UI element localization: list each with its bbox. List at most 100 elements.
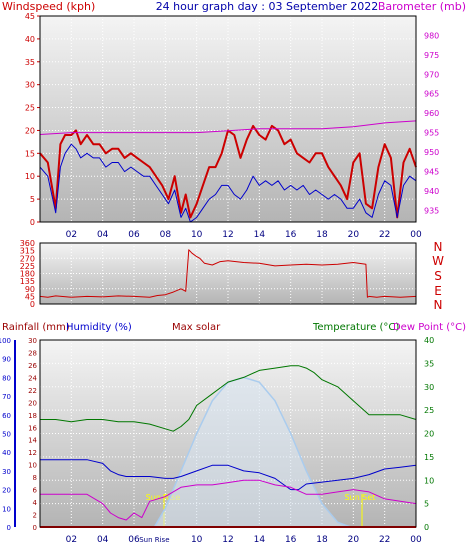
wind-ytick-label-0: 0 bbox=[30, 218, 35, 227]
chart-title: 24 hour graph day : 03 September 2022 bbox=[156, 0, 379, 13]
temperature-ytick-label-1: 5 bbox=[424, 500, 429, 509]
rain-ytick-label-14: 28 bbox=[28, 349, 37, 357]
rain-ytick-label-0: 0 bbox=[33, 524, 37, 532]
grid-lines bbox=[40, 16, 417, 527]
rain-ytick-label-4: 8 bbox=[33, 474, 37, 482]
rain-ytick-label-7: 14 bbox=[28, 437, 37, 445]
thermo-plot-border bbox=[39, 339, 417, 528]
temperature-ytick-label-0: 0 bbox=[424, 523, 429, 532]
wind-xtick-label-6: 14 bbox=[254, 230, 266, 240]
rain-ytick-label-12: 24 bbox=[28, 374, 37, 382]
thermo-xtick-label-4: 10 bbox=[191, 535, 203, 545]
windspeed-axis-label: Windspeed (kph) bbox=[2, 0, 95, 13]
humidity-ytick-label-6: 60 bbox=[2, 412, 11, 420]
rain-ytick-label-10: 20 bbox=[28, 399, 37, 407]
wind-xtick-label-8: 18 bbox=[316, 230, 328, 240]
barometer-ytick-label-8: 975 bbox=[424, 51, 439, 60]
rain-ytick-label-5: 10 bbox=[28, 462, 37, 470]
temperature-ytick-label-3: 15 bbox=[424, 453, 434, 462]
rain-ytick-label-2: 4 bbox=[33, 499, 38, 507]
rain-ytick-label-8: 16 bbox=[28, 424, 37, 432]
barometer-line bbox=[39, 120, 417, 135]
rain-ytick-label-1: 2 bbox=[33, 512, 37, 520]
temperature-ytick-label-7: 35 bbox=[424, 359, 434, 368]
wind-ytick-label-4: 20 bbox=[25, 126, 35, 135]
rain-ytick-label-11: 22 bbox=[28, 387, 37, 395]
barometer-ytick-label-7: 970 bbox=[424, 70, 439, 79]
humidity-ytick-label-3: 30 bbox=[2, 468, 11, 476]
humidity-line bbox=[40, 459, 417, 491]
direction-letter-n-top: N bbox=[434, 240, 443, 254]
rain-ytick-label-6: 12 bbox=[28, 449, 37, 457]
humidity-ytick-label-10: 100 bbox=[0, 337, 11, 345]
humidity-ytick-label-1: 10 bbox=[2, 505, 11, 513]
direction-ytick-label-1: 45 bbox=[25, 292, 35, 301]
direction-ytick-label-3: 135 bbox=[20, 277, 35, 286]
rain-ytick-label-15: 30 bbox=[28, 337, 37, 345]
humidity-ytick-label-0: 0 bbox=[7, 524, 11, 532]
wind-xtick-label-11: 00 bbox=[410, 230, 422, 240]
windspeed-line bbox=[39, 124, 417, 219]
direction-letter-n-bottom: N bbox=[434, 298, 443, 312]
thermo-xtick-label-3: Sun Rise bbox=[139, 536, 169, 544]
wind-xtick-label-3: 08 bbox=[160, 230, 172, 240]
wind-ytick-label-6: 30 bbox=[25, 81, 35, 90]
wind-xtick-label-2: 06 bbox=[128, 230, 140, 240]
temperature-ytick-label-8: 40 bbox=[424, 336, 434, 345]
thermo-xtick-label-11: 00 bbox=[410, 535, 422, 545]
direction-ytick-label-5: 225 bbox=[20, 262, 35, 271]
thermo-xtick-label-1: 04 bbox=[97, 535, 109, 545]
rain-ytick-label-9: 18 bbox=[28, 412, 37, 420]
temperature-ytick-label-5: 25 bbox=[424, 406, 434, 415]
barometer-ytick-label-5: 960 bbox=[424, 109, 439, 118]
direction-letter-e: E bbox=[434, 284, 442, 298]
direction-ytick-label-0: 0 bbox=[30, 300, 35, 309]
humidity-axis-label: Humidity (%) bbox=[66, 322, 132, 333]
rain-ytick-label-13: 26 bbox=[28, 362, 37, 370]
temperature-ytick-label-6: 30 bbox=[424, 383, 434, 392]
thermo-xtick-label-2: 06 bbox=[128, 535, 140, 545]
wind-xtick-label-9: 20 bbox=[348, 230, 360, 240]
wind-ytick-label-7: 35 bbox=[25, 58, 35, 67]
sunset-marker-label: Sun Set bbox=[345, 493, 376, 502]
direction-ytick-label-4: 180 bbox=[20, 270, 35, 279]
temperature-ytick-label-2: 10 bbox=[424, 476, 434, 485]
humidity-ytick-label-9: 90 bbox=[2, 356, 11, 364]
wind-xtick-label-1: 04 bbox=[97, 230, 109, 240]
humidity-ytick-label-4: 40 bbox=[2, 449, 11, 457]
rain-ytick-label-3: 6 bbox=[33, 487, 38, 495]
barometer-ytick-label-9: 980 bbox=[424, 31, 439, 40]
thermo-xtick-label-9: 20 bbox=[348, 535, 360, 545]
wind-direction-line bbox=[39, 249, 417, 298]
wind-ytick-label-3: 15 bbox=[25, 149, 35, 158]
wind-xtick-label-5: 12 bbox=[222, 230, 233, 240]
direction-ytick-label-7: 315 bbox=[20, 247, 35, 256]
wind-ytick-label-8: 40 bbox=[25, 35, 35, 44]
wind-xtick-label-4: 10 bbox=[191, 230, 203, 240]
max-solar-label: Max solar bbox=[172, 322, 221, 333]
humidity-ytick-label-5: 50 bbox=[2, 431, 11, 439]
barometer-ytick-label-4: 955 bbox=[424, 129, 439, 138]
temperature-axis-label: Temperature (°C) bbox=[312, 322, 399, 333]
direction-ytick-label-6: 270 bbox=[20, 254, 35, 263]
thermo-xtick-label-10: 22 bbox=[379, 535, 390, 545]
dewpoint-axis-label: Dew Point (°C) bbox=[393, 322, 466, 333]
thermo-xtick-label-5: 12 bbox=[222, 535, 233, 545]
temperature-line bbox=[40, 365, 417, 432]
thermo-xtick-label-7: 16 bbox=[285, 535, 297, 545]
barometer-ytick-label-1: 940 bbox=[424, 187, 439, 196]
wind-ytick-label-1: 5 bbox=[30, 195, 35, 204]
barometer-ytick-label-6: 965 bbox=[424, 90, 439, 99]
wind-ytick-label-2: 10 bbox=[25, 172, 35, 181]
direction-ytick-label-8: 360 bbox=[20, 239, 35, 248]
barometer-ytick-label-0: 935 bbox=[424, 206, 439, 215]
temperature-ytick-label-4: 20 bbox=[424, 430, 434, 439]
wind-xtick-label-10: 22 bbox=[379, 230, 390, 240]
thermo-xtick-label-0: 02 bbox=[66, 535, 77, 545]
humidity-ytick-label-7: 70 bbox=[2, 393, 11, 401]
direction-ytick-label-2: 90 bbox=[25, 285, 35, 294]
wind-xtick-label-0: 02 bbox=[66, 230, 77, 240]
wind-ytick-label-5: 25 bbox=[25, 104, 35, 113]
